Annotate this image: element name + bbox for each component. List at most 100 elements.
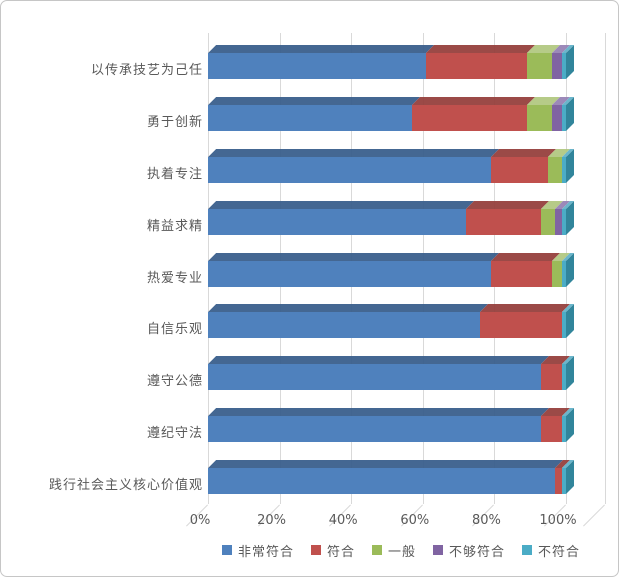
segment-不符合 xyxy=(562,104,566,131)
segment-一般 xyxy=(551,260,563,287)
category-label: 以传承技艺为己任 xyxy=(90,63,203,78)
segment-top-非常符合 xyxy=(208,45,435,53)
legend-label: 不够符合 xyxy=(449,544,506,560)
legend-swatch xyxy=(221,545,232,555)
segment-top-非常符合 xyxy=(208,252,499,261)
bar-top-face xyxy=(208,408,574,417)
segment-非常符合 xyxy=(208,416,541,443)
plot-right-wall-edge xyxy=(605,33,606,504)
segment-符合 xyxy=(480,312,563,339)
bar-top-face xyxy=(208,148,574,157)
legend-item-不符合: 不符合 xyxy=(522,541,580,560)
bar-top-face xyxy=(208,200,574,209)
x-axis-tick-label: 40% xyxy=(328,513,358,528)
segment-非常符合 xyxy=(208,468,556,495)
bar-9 xyxy=(208,460,574,495)
segment-top-符合 xyxy=(426,45,535,53)
segment-一般 xyxy=(548,156,563,183)
legend-item-符合: 符合 xyxy=(310,541,355,560)
segment-非常符合 xyxy=(208,53,427,79)
bar-front-face xyxy=(208,468,566,495)
bar-4 xyxy=(208,200,574,235)
segment-符合 xyxy=(412,104,527,131)
bar-top-face xyxy=(208,45,574,53)
segment-top-非常符合 xyxy=(208,408,549,417)
segment-不符合 xyxy=(562,156,566,183)
x-axis-tick-label: 100% xyxy=(539,513,577,528)
segment-一般 xyxy=(540,208,556,235)
bar-front-face xyxy=(208,53,566,79)
legend-label: 符合 xyxy=(326,544,355,560)
bar-top-face xyxy=(208,356,574,365)
segment-top-符合 xyxy=(490,148,557,157)
bar-front-face xyxy=(208,364,566,391)
bar-3 xyxy=(208,148,574,183)
legend-swatch xyxy=(522,545,533,555)
bar-top-face xyxy=(208,304,574,313)
segment-不符合 xyxy=(562,260,566,287)
segment-top-符合 xyxy=(480,304,571,313)
bar-6 xyxy=(208,304,574,339)
segment-不符合 xyxy=(562,416,566,443)
segment-一般 xyxy=(526,53,552,79)
segment-top-非常符合 xyxy=(208,96,421,105)
bar-side-face xyxy=(566,408,574,443)
segment-符合 xyxy=(540,416,563,443)
legend-item-一般: 一般 xyxy=(371,541,416,560)
bar-2 xyxy=(208,96,574,131)
segment-top-符合 xyxy=(412,96,535,105)
category-label: 践行社会主义核心价值观 xyxy=(48,478,203,494)
segment-不够符合 xyxy=(555,208,563,235)
bar-front-face xyxy=(208,416,566,443)
category-label: 自信乐观 xyxy=(146,322,203,338)
legend-item-非常符合: 非常符合 xyxy=(221,541,294,560)
segment-非常符合 xyxy=(208,104,413,131)
category-label: 精益求精 xyxy=(146,218,203,234)
segment-非常符合 xyxy=(208,260,491,287)
category-label: 遵纪守法 xyxy=(146,426,203,442)
segment-一般 xyxy=(526,104,552,131)
x-axis-tick-label: 0% xyxy=(189,513,211,528)
segment-非常符合 xyxy=(208,312,481,339)
bar-7 xyxy=(208,356,574,391)
bar-front-face xyxy=(208,260,566,287)
category-label: 执着专注 xyxy=(146,166,203,182)
segment-不符合 xyxy=(562,468,566,495)
segment-符合 xyxy=(490,260,552,287)
bar-front-face xyxy=(208,156,566,183)
legend-label: 非常符合 xyxy=(237,544,294,560)
segment-符合 xyxy=(555,468,563,495)
bar-1 xyxy=(208,45,574,79)
legend-swatch xyxy=(371,545,382,555)
legend-label: 一般 xyxy=(387,544,416,560)
bar-side-face xyxy=(566,45,574,79)
segment-不符合 xyxy=(562,312,566,339)
segment-非常符合 xyxy=(208,364,541,391)
bar-8 xyxy=(208,408,574,443)
bar-side-face xyxy=(566,460,574,495)
segment-不够符合 xyxy=(551,53,563,79)
segment-不符合 xyxy=(562,364,566,391)
segment-不够符合 xyxy=(551,104,563,131)
bar-side-face xyxy=(566,148,574,183)
segment-top-符合 xyxy=(465,200,549,209)
segment-top-符合 xyxy=(490,252,560,261)
bar-side-face xyxy=(566,356,574,391)
category-label: 热爱专业 xyxy=(146,270,203,286)
legend-item-不够符合: 不够符合 xyxy=(433,541,505,560)
segment-不符合 xyxy=(562,208,566,235)
segment-top-非常符合 xyxy=(208,356,549,365)
legend-swatch xyxy=(433,545,443,555)
x-axis-tick-label: 80% xyxy=(471,513,501,528)
x-axis-tick-label: 20% xyxy=(257,513,287,528)
segment-非常符合 xyxy=(208,156,491,183)
segment-符合 xyxy=(540,364,563,391)
segment-top-非常符合 xyxy=(208,460,564,469)
segment-top-非常符合 xyxy=(208,304,489,313)
segment-不符合 xyxy=(562,53,566,79)
segment-top-非常符合 xyxy=(208,148,499,157)
bar-5 xyxy=(208,252,574,287)
chart-legend: 非常符合 符合 一般 不够符合 不符合 xyxy=(196,539,606,561)
